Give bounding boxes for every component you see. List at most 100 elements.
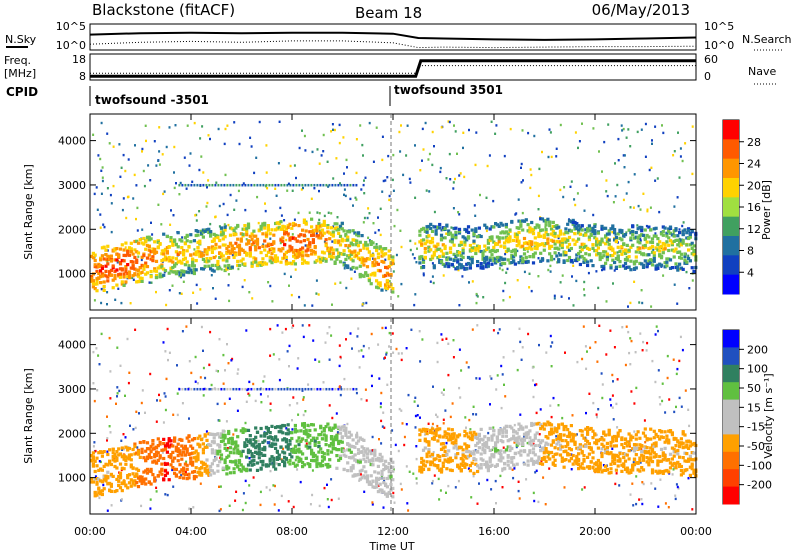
power-cell: [160, 263, 164, 267]
velocity-cell: [236, 444, 240, 448]
power-echo: [119, 175, 122, 178]
velocity-cell: [275, 457, 279, 461]
power-cell: [448, 239, 453, 243]
power-cell: [553, 231, 557, 235]
power-echo: [405, 154, 408, 157]
velocity-echo: [531, 379, 534, 382]
power-echo: [368, 121, 371, 125]
power-cell: [245, 251, 249, 256]
velocity-echo: [445, 337, 448, 340]
power-cell: [495, 235, 499, 239]
velocity-cell: [474, 443, 478, 448]
power-cell: [205, 251, 209, 255]
power-cell: [531, 228, 536, 232]
power-colorbar-tick-label: 28: [747, 136, 761, 149]
power-cell: [445, 258, 449, 262]
velocity-cell: [160, 448, 164, 452]
power-cell: [477, 249, 481, 253]
velocity-echo: [442, 422, 445, 425]
power-cell: [311, 229, 315, 233]
velocity-cell: [124, 455, 128, 459]
power-cell: [302, 259, 306, 263]
velocity-cell: [328, 444, 332, 448]
power-cell: [476, 260, 480, 264]
power-echo: [527, 131, 530, 135]
velocity-cell: [515, 443, 519, 447]
velocity-cell: [228, 437, 233, 441]
power-cell: [566, 238, 570, 242]
power-cell: [557, 240, 561, 244]
velocity-cell: [100, 468, 104, 472]
power-echo: [372, 160, 375, 163]
velocity-echo: [176, 364, 178, 367]
velocity-echo: [459, 396, 462, 399]
power-cell: [522, 252, 527, 256]
power-echo: [627, 128, 630, 131]
power-cell: [558, 229, 563, 233]
velocity-echo: [415, 482, 418, 485]
velocity-echo: [204, 376, 207, 380]
velocity-cell: [375, 457, 379, 461]
velocity-cell: [346, 469, 350, 473]
power-echo: [99, 157, 102, 161]
velocity-cell: [477, 440, 481, 444]
velocity-cell: [124, 445, 128, 449]
velocity-echo: [664, 502, 667, 505]
velocity-echo: [237, 368, 240, 371]
velocity-echo: [235, 387, 238, 391]
power-cell: [546, 237, 550, 241]
velocity-cell: [436, 466, 440, 470]
power-cell: [272, 240, 276, 244]
velocity-cell: [259, 434, 263, 438]
power-echo: [388, 280, 391, 283]
velocity-cell: [539, 461, 543, 466]
power-echo: [372, 257, 375, 260]
velocity-echo: [149, 372, 152, 376]
velocity-cell: [297, 459, 301, 463]
velocity-cell: [102, 478, 106, 482]
power-echo: [340, 183, 343, 187]
velocity-echo: [544, 503, 547, 506]
velocity-echo: [262, 380, 265, 383]
velocity-cell: [252, 458, 256, 462]
power-cell: [524, 255, 528, 259]
velocity-cell: [376, 490, 380, 494]
power-cell: [259, 251, 263, 255]
power-cell: [232, 228, 236, 232]
power-cell: [441, 243, 445, 247]
velocity-echo: [358, 366, 361, 369]
power-cell: [569, 246, 573, 251]
velocity-cell: [445, 467, 449, 471]
power-cell: [456, 266, 460, 270]
power-cell: [625, 256, 629, 260]
velocity-cell: [539, 441, 543, 445]
power-cell: [209, 267, 213, 271]
power-cell: [165, 257, 169, 261]
velocity-cell: [160, 462, 164, 466]
power-cell: [358, 258, 362, 262]
power-cell: [227, 263, 231, 268]
velocity-cell: [531, 459, 536, 464]
power-echo: [428, 152, 431, 156]
power-cell: [672, 255, 676, 259]
velocity-echo: [168, 351, 171, 354]
velocity-cell: [443, 458, 447, 462]
velocity-echo: [535, 411, 538, 415]
velocity-echo: [410, 328, 413, 331]
velocity-echo: [385, 353, 388, 356]
power-echo: [189, 152, 192, 155]
power-cell: [629, 238, 633, 242]
power-echo: [422, 148, 425, 151]
power-cell: [513, 248, 517, 252]
power-cell: [259, 263, 263, 267]
velocity-cell: [333, 435, 337, 439]
velocity-cell: [212, 441, 216, 445]
power-cell: [93, 287, 97, 291]
velocity-echo: [106, 415, 108, 418]
power-cell: [555, 226, 559, 230]
power-cell: [582, 256, 586, 261]
power-cell: [497, 258, 501, 262]
velocity-cell: [512, 434, 516, 438]
power-echo: [112, 145, 115, 148]
power-cell: [315, 224, 319, 228]
